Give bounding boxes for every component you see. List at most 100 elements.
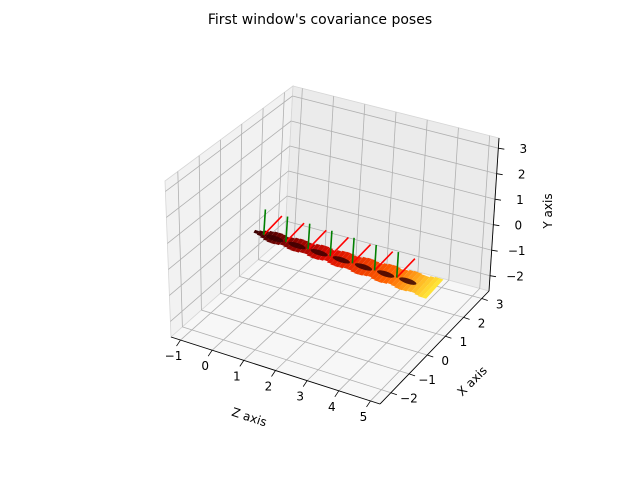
x-tick-mark xyxy=(207,349,213,357)
surface-patch xyxy=(343,255,359,269)
x-tick-mark xyxy=(176,339,181,347)
y-tick-mark xyxy=(427,354,434,358)
surface-patch xyxy=(411,275,430,294)
covariance-core xyxy=(399,277,417,285)
gridline-x xyxy=(243,254,357,361)
pose-y-axis xyxy=(307,223,311,250)
surface-patch xyxy=(417,276,440,298)
z-tick-mark xyxy=(489,275,497,278)
covariance-core xyxy=(288,241,306,250)
gridline-z xyxy=(165,95,293,192)
z-tick-mark xyxy=(498,147,505,150)
gridline-y xyxy=(258,259,464,318)
x-tick-label: 1 xyxy=(233,369,241,383)
pose-x-axis xyxy=(307,229,327,250)
covariance-core xyxy=(354,263,373,271)
gridline-z xyxy=(169,195,288,296)
x-tick-label: 4 xyxy=(328,400,336,414)
gridline-x xyxy=(180,238,295,341)
x-tick-mark xyxy=(334,390,340,398)
covariance-surface xyxy=(253,229,444,299)
gridline-y xyxy=(239,123,243,277)
surface-patch xyxy=(347,256,363,271)
y-tick-label: −1 xyxy=(418,373,436,387)
z-tick-label: −1 xyxy=(508,244,526,258)
z-axis-line xyxy=(488,137,500,292)
gridline-x xyxy=(448,127,459,281)
x-tick-label: 3 xyxy=(296,390,304,404)
z-tick-label: −2 xyxy=(506,270,524,284)
z-tick-label: 3 xyxy=(520,142,528,156)
x-tick-label: 5 xyxy=(360,410,368,424)
gridline-y xyxy=(201,309,410,375)
gridline-x xyxy=(370,288,481,402)
x-tick-label: −1 xyxy=(165,349,183,363)
y-tick-label: 3 xyxy=(496,298,504,312)
gridline-z xyxy=(285,220,491,277)
pose-x-axis xyxy=(396,258,416,279)
surface-patch xyxy=(279,236,291,246)
z-axis-label: Y axis xyxy=(541,193,555,229)
pose-y-axis xyxy=(351,237,355,264)
gridline-y xyxy=(177,171,183,327)
pose-y-axis xyxy=(373,244,378,271)
gridline-x xyxy=(293,88,303,239)
y-tick-mark xyxy=(390,392,398,396)
y-tick-label: −2 xyxy=(400,392,418,406)
x-tick-mark xyxy=(271,370,276,377)
z-tick-label: 0 xyxy=(515,219,523,233)
gridline-z xyxy=(292,95,499,149)
y-tick-mark xyxy=(463,316,470,320)
pose-y-axis xyxy=(395,252,400,278)
chart-title: First window's covariance poses xyxy=(208,12,432,28)
y-axis-label: X axis xyxy=(454,363,489,398)
gridline-y xyxy=(198,155,202,311)
z-tick-mark xyxy=(491,249,498,252)
x-axis-label: Z axis xyxy=(230,405,269,429)
surface-patch xyxy=(414,276,435,296)
y-tick-mark xyxy=(445,335,452,339)
gridline-x xyxy=(324,96,334,247)
gridline-y xyxy=(277,92,285,243)
pose-y-axis xyxy=(329,230,333,257)
pose-x-axis xyxy=(285,222,305,243)
gridline-z xyxy=(288,170,494,226)
z-tick-label: 2 xyxy=(518,168,526,182)
gridline-x xyxy=(211,246,326,351)
x-tick-mark xyxy=(302,380,308,387)
y-tick-mark xyxy=(408,373,416,377)
pose-y-axis xyxy=(285,216,289,243)
x-tick-mark xyxy=(366,400,371,408)
gridline-x xyxy=(479,135,491,289)
surface-patch xyxy=(256,230,265,237)
gridlines xyxy=(165,88,499,402)
y-axis-line xyxy=(379,290,490,405)
gridline-y xyxy=(220,292,428,356)
covariance-core xyxy=(310,248,328,257)
z-tick-mark xyxy=(494,198,502,201)
pose-y-axis xyxy=(262,209,267,235)
y-tick-label: 0 xyxy=(441,354,449,368)
surface-patch xyxy=(253,229,260,234)
surface-patch xyxy=(387,268,405,285)
pose-x-axis xyxy=(373,251,394,272)
pose-x-axis xyxy=(329,236,349,257)
gridline-z xyxy=(167,145,291,244)
gridline-x xyxy=(386,111,397,264)
z-tick-mark xyxy=(493,224,500,227)
gridline-x xyxy=(338,279,450,392)
y-tick-label: 1 xyxy=(460,335,468,349)
surface-patch xyxy=(421,278,444,299)
pose-axes xyxy=(262,209,416,279)
surface-patch xyxy=(303,243,316,255)
x-tick-label: 2 xyxy=(265,380,273,394)
z-tick-label: 1 xyxy=(516,193,524,207)
x-tick-label: 0 xyxy=(201,359,209,373)
pose-x-axis xyxy=(263,215,283,236)
y-tick-label: 2 xyxy=(478,316,486,330)
x-tick-mark xyxy=(239,360,245,367)
covariance-core xyxy=(332,256,350,264)
